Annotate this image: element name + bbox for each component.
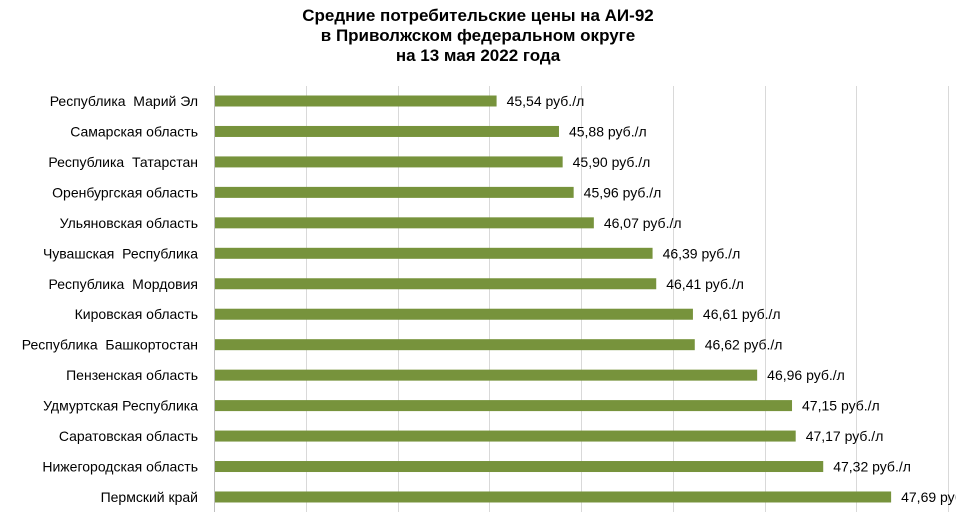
- data-label: 46,07 руб./л: [604, 215, 682, 231]
- bar: [214, 125, 559, 137]
- chart-title-line-3: на 13 мая 2022 года: [395, 46, 561, 65]
- category-label: Кировская область: [75, 306, 198, 322]
- bar: [214, 156, 563, 168]
- bar: [214, 278, 657, 290]
- category-label: Пермский край: [101, 489, 198, 505]
- category-label: Республика Мордовия: [49, 276, 199, 292]
- category-label: Республика Марий Эл: [50, 93, 198, 109]
- category-label: Саратовская область: [59, 428, 198, 444]
- category-label: Пензенская область: [66, 367, 198, 383]
- category-label: Ульяновская область: [60, 215, 198, 231]
- data-label: 45,88 руб./л: [569, 123, 647, 139]
- data-label: 45,96 руб./л: [584, 184, 662, 200]
- bar: [214, 339, 695, 351]
- data-label: 45,54 руб./л: [507, 93, 585, 109]
- bar: [214, 400, 793, 412]
- bar: [214, 461, 824, 473]
- chart-title: Средние потребительские цены на АИ-92 в …: [0, 6, 956, 66]
- category-label: Республика Башкортостан: [22, 337, 198, 353]
- bar: [214, 369, 758, 381]
- data-label: 46,62 руб./л: [705, 337, 783, 353]
- bar: [214, 491, 892, 503]
- bar: [214, 430, 796, 442]
- category-label: Удмуртская Республика: [43, 398, 198, 414]
- chart-title-line-1: Средние потребительские цены на АИ-92: [302, 6, 654, 25]
- data-label: 46,39 руб./л: [663, 245, 741, 261]
- data-label: 47,15 руб./л: [802, 398, 880, 414]
- bar: [214, 308, 693, 320]
- bar: [214, 186, 574, 198]
- bar: [214, 247, 653, 259]
- bar: [214, 95, 497, 107]
- data-label: 47,69 руб./л: [901, 489, 956, 505]
- category-label: Самарская область: [70, 123, 198, 139]
- chart-title-line-2: в Приволжском федеральном округе: [320, 26, 636, 45]
- data-label: 45,90 руб./л: [573, 154, 651, 170]
- category-label: Нижегородская область: [42, 459, 198, 475]
- data-label: 46,96 руб./л: [767, 367, 845, 383]
- bar: [214, 217, 594, 229]
- data-label: 46,61 руб./л: [703, 306, 781, 322]
- category-label: Оренбургская область: [52, 184, 198, 200]
- category-label: Республика Татарстан: [48, 154, 198, 170]
- data-label: 46,41 руб./л: [666, 276, 744, 292]
- category-label: Чувашская Республика: [43, 245, 198, 261]
- data-label: 47,32 руб./л: [833, 459, 911, 475]
- data-label: 47,17 руб./л: [806, 428, 884, 444]
